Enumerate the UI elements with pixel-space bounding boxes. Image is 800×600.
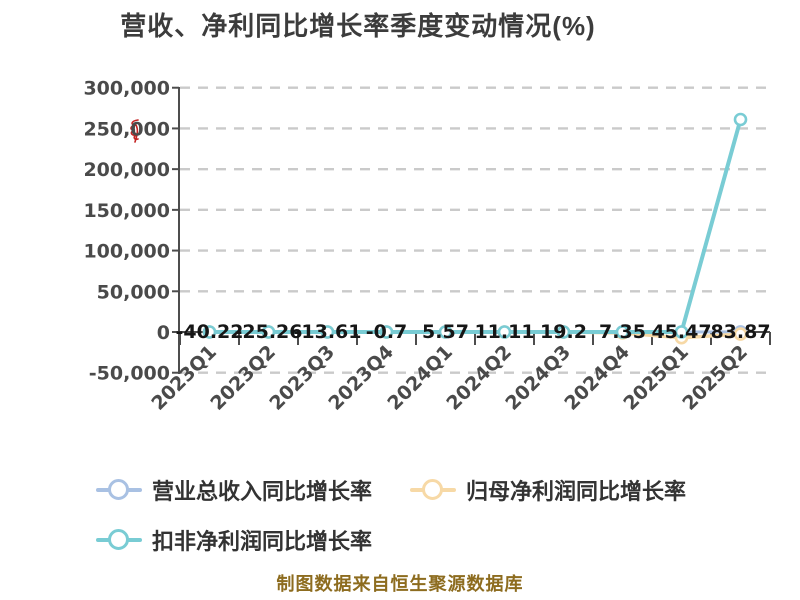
- y-axis-label: 200,000: [83, 159, 170, 181]
- data-label: -40.22: [176, 321, 244, 343]
- data-source-caption: 制图数据来自恒生聚源数据库: [276, 574, 524, 594]
- y-axis-label: -50,000: [89, 363, 170, 385]
- data-label: 5.57: [422, 321, 469, 343]
- series-net-profit-data-point-marker: [733, 327, 748, 341]
- y-axis-label: 0: [157, 322, 170, 344]
- data-label: 19.2: [540, 321, 587, 343]
- legend-item-net-profit-growth[interactable]: 归母净利润同比增长率: [410, 474, 686, 506]
- series-non-gaap-data-point-marker: [320, 325, 335, 339]
- legend-label-net-profit: 归母净利润同比增长率: [466, 479, 687, 504]
- data-label: 11.11: [474, 321, 534, 343]
- series-non-gaap-data-point-marker: [202, 325, 217, 339]
- x-axis-label: 2025Q2: [678, 341, 752, 415]
- chart-title: 营收、净利同比增长率季度变动情况(%): [120, 11, 596, 41]
- series-non-gaap-data-point-marker: [733, 112, 748, 127]
- legend-marker-revenue: [96, 478, 142, 502]
- series-non-gaap-data-point-marker: [497, 325, 512, 339]
- legend-marker-net-profit: [410, 478, 456, 502]
- data-label: 45.47: [651, 321, 711, 343]
- y-axis-label: 150,000: [83, 200, 170, 222]
- y-axis-label: 50,000: [97, 281, 170, 303]
- legend-marker-non-gaap: [96, 528, 142, 552]
- y-axis-label: 300,000: [83, 78, 170, 100]
- legend-label-revenue: 营业总收入同比增长率: [152, 479, 373, 504]
- legend-label-non-gaap: 扣非净利润同比增长率: [152, 529, 373, 554]
- series-non-gaap-data-point-marker: [674, 325, 689, 339]
- series-non-gaap-line: [207, 117, 743, 334]
- series-non-gaap-data-point-marker: [556, 325, 571, 339]
- data-label: 7.35: [599, 321, 646, 343]
- data-label: 83.87: [710, 321, 770, 343]
- data-label: -13.61: [294, 321, 362, 343]
- data-label: -25.26: [235, 321, 303, 343]
- series-non-gaap-data-point-marker: [261, 325, 276, 339]
- red-scribble-icon: [130, 119, 139, 143]
- legend-item-non-gaap-growth[interactable]: 扣非净利润同比增长率: [96, 524, 372, 556]
- data-label: -0.7: [366, 321, 408, 343]
- series-non-gaap-data-point-marker: [438, 325, 453, 339]
- series-non-gaap-data-point-marker: [379, 325, 394, 339]
- y-axis-label: 250,000: [83, 118, 170, 140]
- series-non-gaap-data-point-marker: [615, 325, 630, 339]
- y-axis-label: 100,000: [83, 241, 170, 263]
- legend-item-revenue-growth[interactable]: 营业总收入同比增长率: [96, 474, 372, 506]
